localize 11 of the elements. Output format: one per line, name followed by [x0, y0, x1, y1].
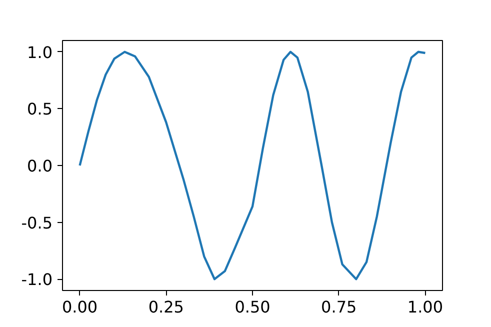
- x-tick-label: 0.00: [62, 298, 98, 316]
- y-tick-label: 0.0: [27, 156, 53, 176]
- x-tick-label: 1.00: [407, 298, 444, 316]
- y-tick-label: 0.5: [27, 100, 53, 119]
- x-tick-label: 0.25: [148, 298, 184, 316]
- line-series: [78, 50, 426, 280]
- x-tick-label: 0.50: [234, 298, 270, 316]
- y-tick-label: -0.5: [21, 213, 52, 232]
- x-tick-label: 0.75: [321, 298, 357, 316]
- y-tick-label: -1.0: [21, 270, 52, 290]
- y-tick-label: 1.0: [27, 42, 53, 62]
